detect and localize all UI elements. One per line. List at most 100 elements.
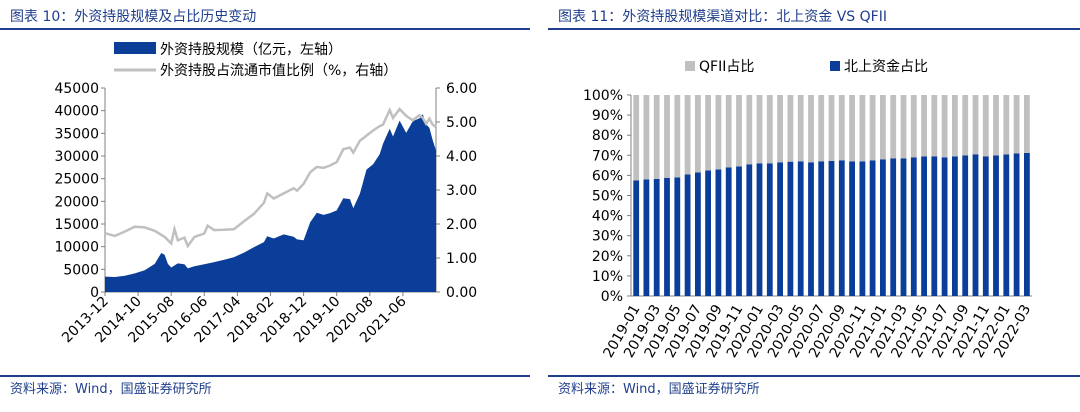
y-tick-label: 60% xyxy=(592,168,623,184)
bar-qfii xyxy=(993,95,999,156)
y-tick-label-right: 0.00 xyxy=(446,285,477,301)
bar-qfii xyxy=(921,95,927,157)
bar-northbound xyxy=(1003,154,1010,296)
y-tick-label-left: 30000 xyxy=(54,149,99,165)
bar-northbound xyxy=(828,160,835,296)
bar-northbound xyxy=(756,163,763,296)
y-tick-label-right: 5.00 xyxy=(446,115,477,131)
bar-northbound xyxy=(849,161,855,296)
bar-qfii xyxy=(941,95,948,158)
bar-qfii xyxy=(1003,95,1010,155)
bar-northbound xyxy=(962,155,969,296)
bar-northbound xyxy=(787,161,794,296)
bar-qfii xyxy=(890,95,897,159)
bar-qfii xyxy=(910,95,917,158)
legend-label-area: 外资持股规模（亿元，左轴） xyxy=(160,42,342,58)
left-title-rule xyxy=(0,28,530,30)
legend-label-northbound: 北上资金占比 xyxy=(844,59,928,75)
bar-northbound xyxy=(890,158,897,296)
y-tick-label-left: 5000 xyxy=(63,262,99,278)
bar-northbound xyxy=(952,156,958,296)
bar-qfii xyxy=(962,95,969,156)
y-tick-label: 50% xyxy=(592,189,623,205)
y-tick-label: 20% xyxy=(592,249,623,265)
bar-northbound xyxy=(643,179,650,296)
legend-label-qfii: QFII占比 xyxy=(699,59,754,75)
bar-qfii xyxy=(643,95,650,180)
bar-qfii xyxy=(1013,95,1020,154)
bar-qfii xyxy=(777,95,783,163)
bar-northbound xyxy=(931,156,938,296)
y-tick-label-left: 15000 xyxy=(54,217,99,233)
bar-qfii xyxy=(838,95,845,161)
bar-northbound xyxy=(633,180,640,296)
y-tick-label-left: 20000 xyxy=(54,194,99,210)
y-tick-label-right: 3.00 xyxy=(446,183,477,199)
y-tick-label-left: 40000 xyxy=(54,104,99,120)
bar-northbound xyxy=(725,167,732,296)
y-tick-label-left: 45000 xyxy=(54,81,99,97)
bar-northbound xyxy=(715,169,722,296)
bar-qfii xyxy=(808,95,814,163)
bar-qfii xyxy=(849,95,855,162)
bar-northbound xyxy=(797,161,804,296)
bar-qfii xyxy=(674,95,681,178)
bar-northbound xyxy=(674,177,681,296)
bar-northbound xyxy=(993,155,999,296)
bar-qfii xyxy=(952,95,958,157)
bar-qfii xyxy=(931,95,938,157)
right-title-rule xyxy=(548,28,1080,30)
bar-northbound xyxy=(684,174,691,296)
y-tick-label-left: 0 xyxy=(90,285,99,301)
bar-northbound xyxy=(736,166,742,296)
bar-qfii xyxy=(664,95,670,178)
bar-northbound xyxy=(808,162,814,296)
left-source-note: 资料来源：Wind，国盛证券研究所 xyxy=(10,382,212,397)
right-source-note: 资料来源：Wind，国盛证券研究所 xyxy=(558,382,760,397)
bar-qfii xyxy=(900,95,907,159)
y-tick-label: 70% xyxy=(592,148,623,164)
bar-qfii xyxy=(1024,95,1030,153)
bar-northbound xyxy=(972,154,979,296)
bar-qfii xyxy=(756,95,763,164)
legend-swatch-area xyxy=(114,42,156,54)
bar-northbound xyxy=(880,159,886,296)
bar-northbound xyxy=(941,157,948,296)
y-tick-label: 10% xyxy=(592,269,623,285)
bar-northbound xyxy=(705,170,711,296)
bar-qfii xyxy=(684,95,691,175)
bar-northbound xyxy=(766,163,773,296)
legend-swatch-qfii xyxy=(685,61,695,71)
y-tick-label: 100% xyxy=(583,88,623,104)
right-panel: 图表 11：外资持股规模渠道对比：北上资金 VS QFII 0% 10% 20% 30… xyxy=(548,0,1080,412)
holding-ratio-line xyxy=(104,107,437,249)
left-chart-svg: 0 5000 10000 15000 20000 25000 30000 35000 40000… xyxy=(54,42,477,346)
bar-northbound xyxy=(982,156,989,296)
bar-northbound xyxy=(921,156,927,296)
bar-qfii xyxy=(787,95,794,162)
y-tick-label-right: 1.00 xyxy=(446,251,477,267)
legend-label-line: 外资持股占流通市值比例（%，右轴） xyxy=(160,62,397,79)
bar-northbound xyxy=(777,162,783,296)
y-tick-label: 80% xyxy=(592,128,623,144)
bar-northbound xyxy=(859,161,866,296)
bar-northbound xyxy=(746,164,753,296)
bar-qfii xyxy=(972,95,979,155)
bar-qfii xyxy=(828,95,835,161)
bar-qfii xyxy=(746,95,753,165)
bar-northbound xyxy=(869,160,876,296)
bar-qfii xyxy=(880,95,886,160)
left-panel: 图表 10：外资持股规模及占比历史变动 0 5000 10000 15000 20000… xyxy=(0,0,530,412)
y-tick-label-right: 2.00 xyxy=(446,217,477,233)
bar-qfii xyxy=(715,95,722,170)
right-source-rule xyxy=(548,375,1080,377)
bar-northbound xyxy=(1024,152,1030,296)
legend-swatch-northbound xyxy=(830,61,840,71)
right-chart-svg: 0%10%20%30%40%50%60%70%80%90%100%2019-01… xyxy=(583,59,1034,361)
bar-qfii xyxy=(653,95,660,179)
bar-northbound xyxy=(664,177,670,296)
left-chart-title: 图表 10：外资持股规模及占比历史变动 xyxy=(10,9,257,25)
bar-qfii xyxy=(859,95,866,162)
bar-northbound xyxy=(900,158,907,296)
right-chart-title: 图表 11：外资持股规模渠道对比：北上资金 VS QFII xyxy=(558,9,887,25)
